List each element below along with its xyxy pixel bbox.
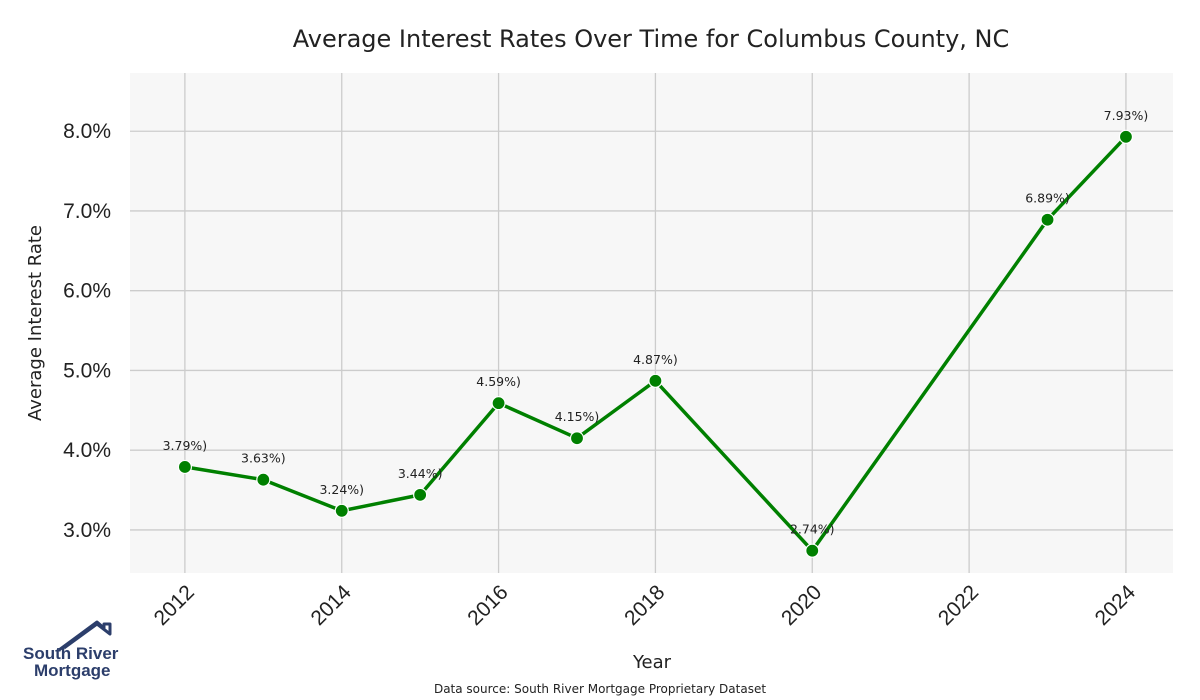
x-axis-ticks: 2012 2014 2016 2018 2020 2022 2024 xyxy=(150,581,1141,631)
x-tick-label: 2012 xyxy=(150,581,199,630)
data-label: 4.15%) xyxy=(555,409,600,424)
y-tick-label: 3.0% xyxy=(63,519,111,542)
y-axis-label: Average Interest Rate xyxy=(25,225,46,421)
grid xyxy=(130,73,1173,573)
x-tick-label: 2024 xyxy=(1091,581,1141,631)
data-label: 6.89%) xyxy=(1025,191,1070,206)
x-axis-label: Year xyxy=(632,652,672,673)
data-label: 7.93%) xyxy=(1104,108,1149,123)
series-line xyxy=(183,135,1128,553)
data-point xyxy=(256,472,271,487)
logo-line-2: Mortgage xyxy=(34,661,111,680)
x-tick-label: 2014 xyxy=(306,581,356,631)
data-label: 4.59%) xyxy=(476,374,521,389)
data-label: 3.44%) xyxy=(398,466,443,481)
plot-area xyxy=(130,73,1173,573)
x-tick-label: 2018 xyxy=(620,581,669,630)
data-point xyxy=(569,431,585,446)
x-tick-label: 2016 xyxy=(463,581,512,630)
data-label: 3.63%) xyxy=(241,451,286,466)
data-point xyxy=(491,396,506,411)
y-tick-label: 6.0% xyxy=(63,280,111,303)
series-average-interest-rate xyxy=(177,129,1134,558)
data-point xyxy=(413,487,428,502)
y-tick-label: 4.0% xyxy=(63,439,111,462)
data-label: 2.74%) xyxy=(790,522,835,537)
y-tick-label: 7.0% xyxy=(63,200,111,223)
data-label: 3.24%) xyxy=(319,482,364,497)
x-tick-label: 2022 xyxy=(934,581,983,630)
data-point xyxy=(648,373,663,388)
x-tick-label: 2020 xyxy=(777,581,826,630)
data-label: 4.87%) xyxy=(633,352,678,367)
y-tick-label: 8.0% xyxy=(63,120,111,143)
data-point xyxy=(805,543,820,558)
data-label: 3.79%) xyxy=(163,438,208,453)
data-point xyxy=(334,503,349,518)
data-source-note: Data source: South River Mortgage Propri… xyxy=(434,682,766,696)
logo-line-1: South River xyxy=(23,644,119,663)
data-point xyxy=(1040,212,1055,227)
y-tick-label: 5.0% xyxy=(63,359,111,382)
y-axis-ticks: 3.0% 4.0% 5.0% 6.0% 7.0% 8.0% xyxy=(63,120,111,542)
data-point xyxy=(1118,129,1134,144)
south-river-mortgage-logo: South River Mortgage xyxy=(23,620,119,680)
house-roof-icon xyxy=(58,620,112,652)
data-labels: 3.79%) 3.63%) 3.24%) 3.44%) 4.59%) 4.15%) 4.87… xyxy=(163,108,1149,537)
data-point xyxy=(177,459,192,475)
chart-title: Average Interest Rates Over Time for Col… xyxy=(293,25,1010,53)
